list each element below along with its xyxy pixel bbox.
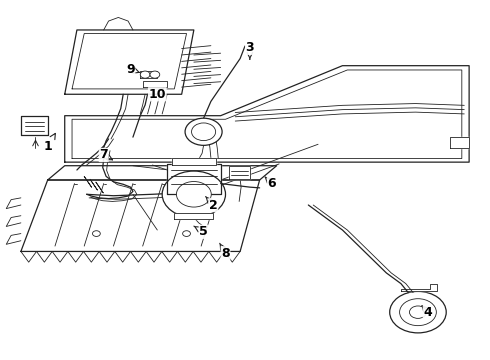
Circle shape: [192, 123, 216, 141]
Text: 2: 2: [209, 198, 218, 212]
Text: 7: 7: [99, 148, 108, 162]
Text: 4: 4: [423, 306, 432, 319]
Text: 6: 6: [268, 177, 276, 190]
Circle shape: [176, 181, 211, 207]
Text: 10: 10: [148, 88, 166, 101]
Text: 5: 5: [199, 225, 208, 238]
Polygon shape: [143, 81, 167, 87]
Text: 3: 3: [245, 41, 254, 54]
Circle shape: [140, 71, 150, 78]
Polygon shape: [65, 66, 469, 162]
Text: 9: 9: [126, 63, 135, 76]
Polygon shape: [401, 284, 438, 292]
Circle shape: [162, 171, 225, 217]
Polygon shape: [174, 213, 213, 219]
Polygon shape: [21, 180, 260, 251]
Polygon shape: [48, 166, 277, 180]
Circle shape: [93, 231, 100, 237]
Circle shape: [150, 71, 160, 78]
Polygon shape: [450, 137, 469, 148]
Circle shape: [390, 292, 446, 333]
Polygon shape: [21, 116, 48, 135]
Text: 1: 1: [43, 140, 52, 153]
Text: 8: 8: [221, 247, 230, 260]
Polygon shape: [172, 158, 216, 165]
Polygon shape: [167, 164, 220, 194]
Circle shape: [400, 299, 436, 326]
Polygon shape: [65, 30, 194, 94]
Polygon shape: [229, 166, 250, 179]
Polygon shape: [140, 71, 157, 78]
Circle shape: [185, 118, 222, 145]
Circle shape: [410, 306, 426, 318]
Circle shape: [183, 231, 191, 237]
